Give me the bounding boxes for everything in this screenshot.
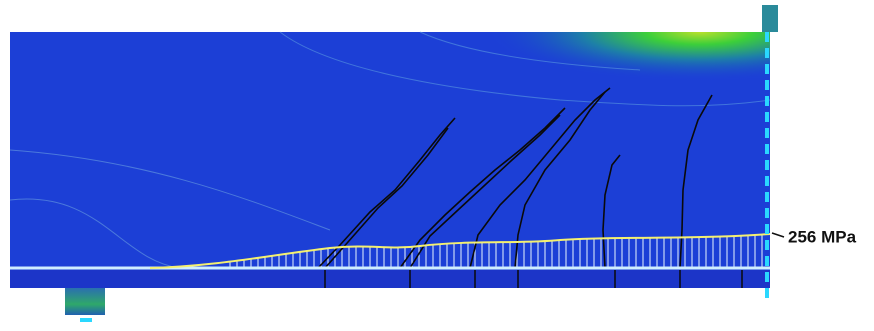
support-marker (80, 318, 92, 322)
support (65, 288, 105, 315)
load-post (762, 5, 778, 32)
label-leader (772, 233, 784, 237)
stress-concentration (380, 32, 770, 122)
beam-bottom-band (10, 270, 770, 288)
stress-contour-figure: 256 MPa (0, 0, 874, 331)
page: 256 MPa (() => { const data = JSON.parse… (0, 0, 874, 331)
stress-label: 256 MPa (788, 227, 857, 246)
